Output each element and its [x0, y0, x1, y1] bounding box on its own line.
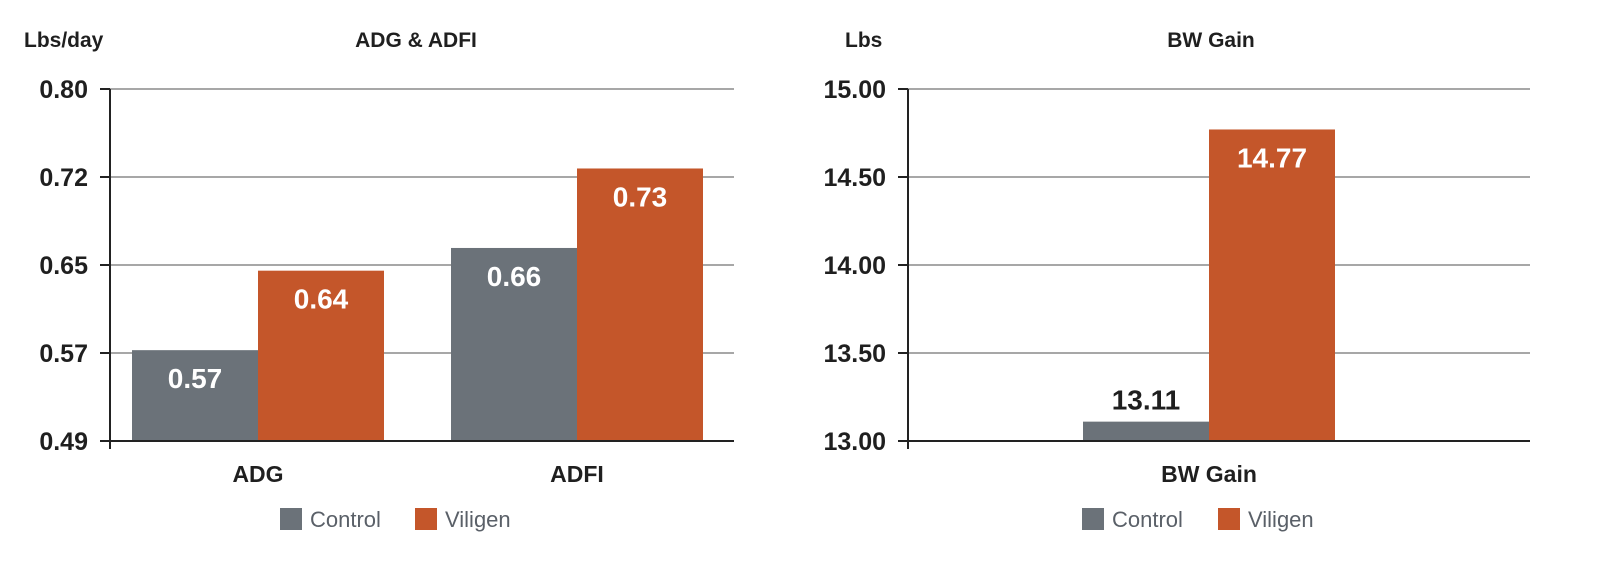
y-tick-label: 14.00: [823, 252, 886, 280]
y-tick-label: 14.50: [823, 164, 886, 192]
chart-title: BW Gain: [1167, 29, 1255, 52]
y-tick-label: 15.00: [823, 76, 886, 104]
y-tick-label: 0.49: [39, 428, 88, 456]
y-tick-label: 0.72: [39, 164, 88, 192]
bar-control-bw-gain: [1083, 421, 1209, 441]
y-tick-label: 0.65: [39, 252, 88, 280]
legend-label-control: Control: [310, 507, 381, 532]
legend-label-viligen: Viligen: [1248, 507, 1314, 532]
legend-label-viligen: Viligen: [445, 507, 511, 532]
legend-swatch-viligen: [1218, 508, 1240, 530]
x-category-label: ADFI: [550, 461, 604, 487]
y-tick-label: 0.80: [39, 76, 88, 104]
y-tick-label: 0.57: [39, 340, 88, 368]
y-tick-label: 13.00: [823, 428, 886, 456]
data-label: 0.64: [294, 284, 349, 315]
x-category-label: ADG: [232, 461, 283, 487]
legend-label-control: Control: [1112, 507, 1183, 532]
chart-adg-adfi: Lbs/day ADG & ADFI 0.49 0.57 0.65 0.72 0.80 0.5…: [24, 29, 734, 532]
chart-title: ADG & ADFI: [355, 29, 477, 52]
y-axis-label: Lbs: [845, 29, 882, 52]
chart-panel-right: Lbs BW Gain 13.00 13.50 14.00 14.50 15.00 13.11…: [790, 0, 1600, 569]
bar-viligen-adg: [258, 270, 384, 441]
chart-bw-gain: Lbs BW Gain 13.00 13.50 14.00 14.50 15.00 13.11…: [823, 29, 1530, 532]
bar-control-adfi: [451, 247, 577, 441]
bar-control-adg: [132, 350, 258, 441]
bar-viligen-adfi: [577, 168, 703, 441]
bar-viligen-bw-gain: [1209, 129, 1335, 442]
data-label: 14.77: [1237, 142, 1307, 173]
data-label: 0.66: [487, 261, 542, 292]
legend-swatch-control: [1082, 508, 1104, 530]
data-label: 0.73: [613, 181, 668, 212]
legend-swatch-viligen: [415, 508, 437, 530]
x-category-label: BW Gain: [1161, 461, 1257, 487]
data-label: 0.57: [168, 363, 223, 394]
chart-panel-left: Lbs/day ADG & ADFI 0.49 0.57 0.65 0.72 0.80 0.5…: [0, 0, 790, 569]
data-label: 13.11: [1112, 385, 1181, 416]
legend-swatch-control: [280, 508, 302, 530]
y-tick-label: 13.50: [823, 340, 886, 368]
y-axis-label: Lbs/day: [24, 29, 104, 52]
